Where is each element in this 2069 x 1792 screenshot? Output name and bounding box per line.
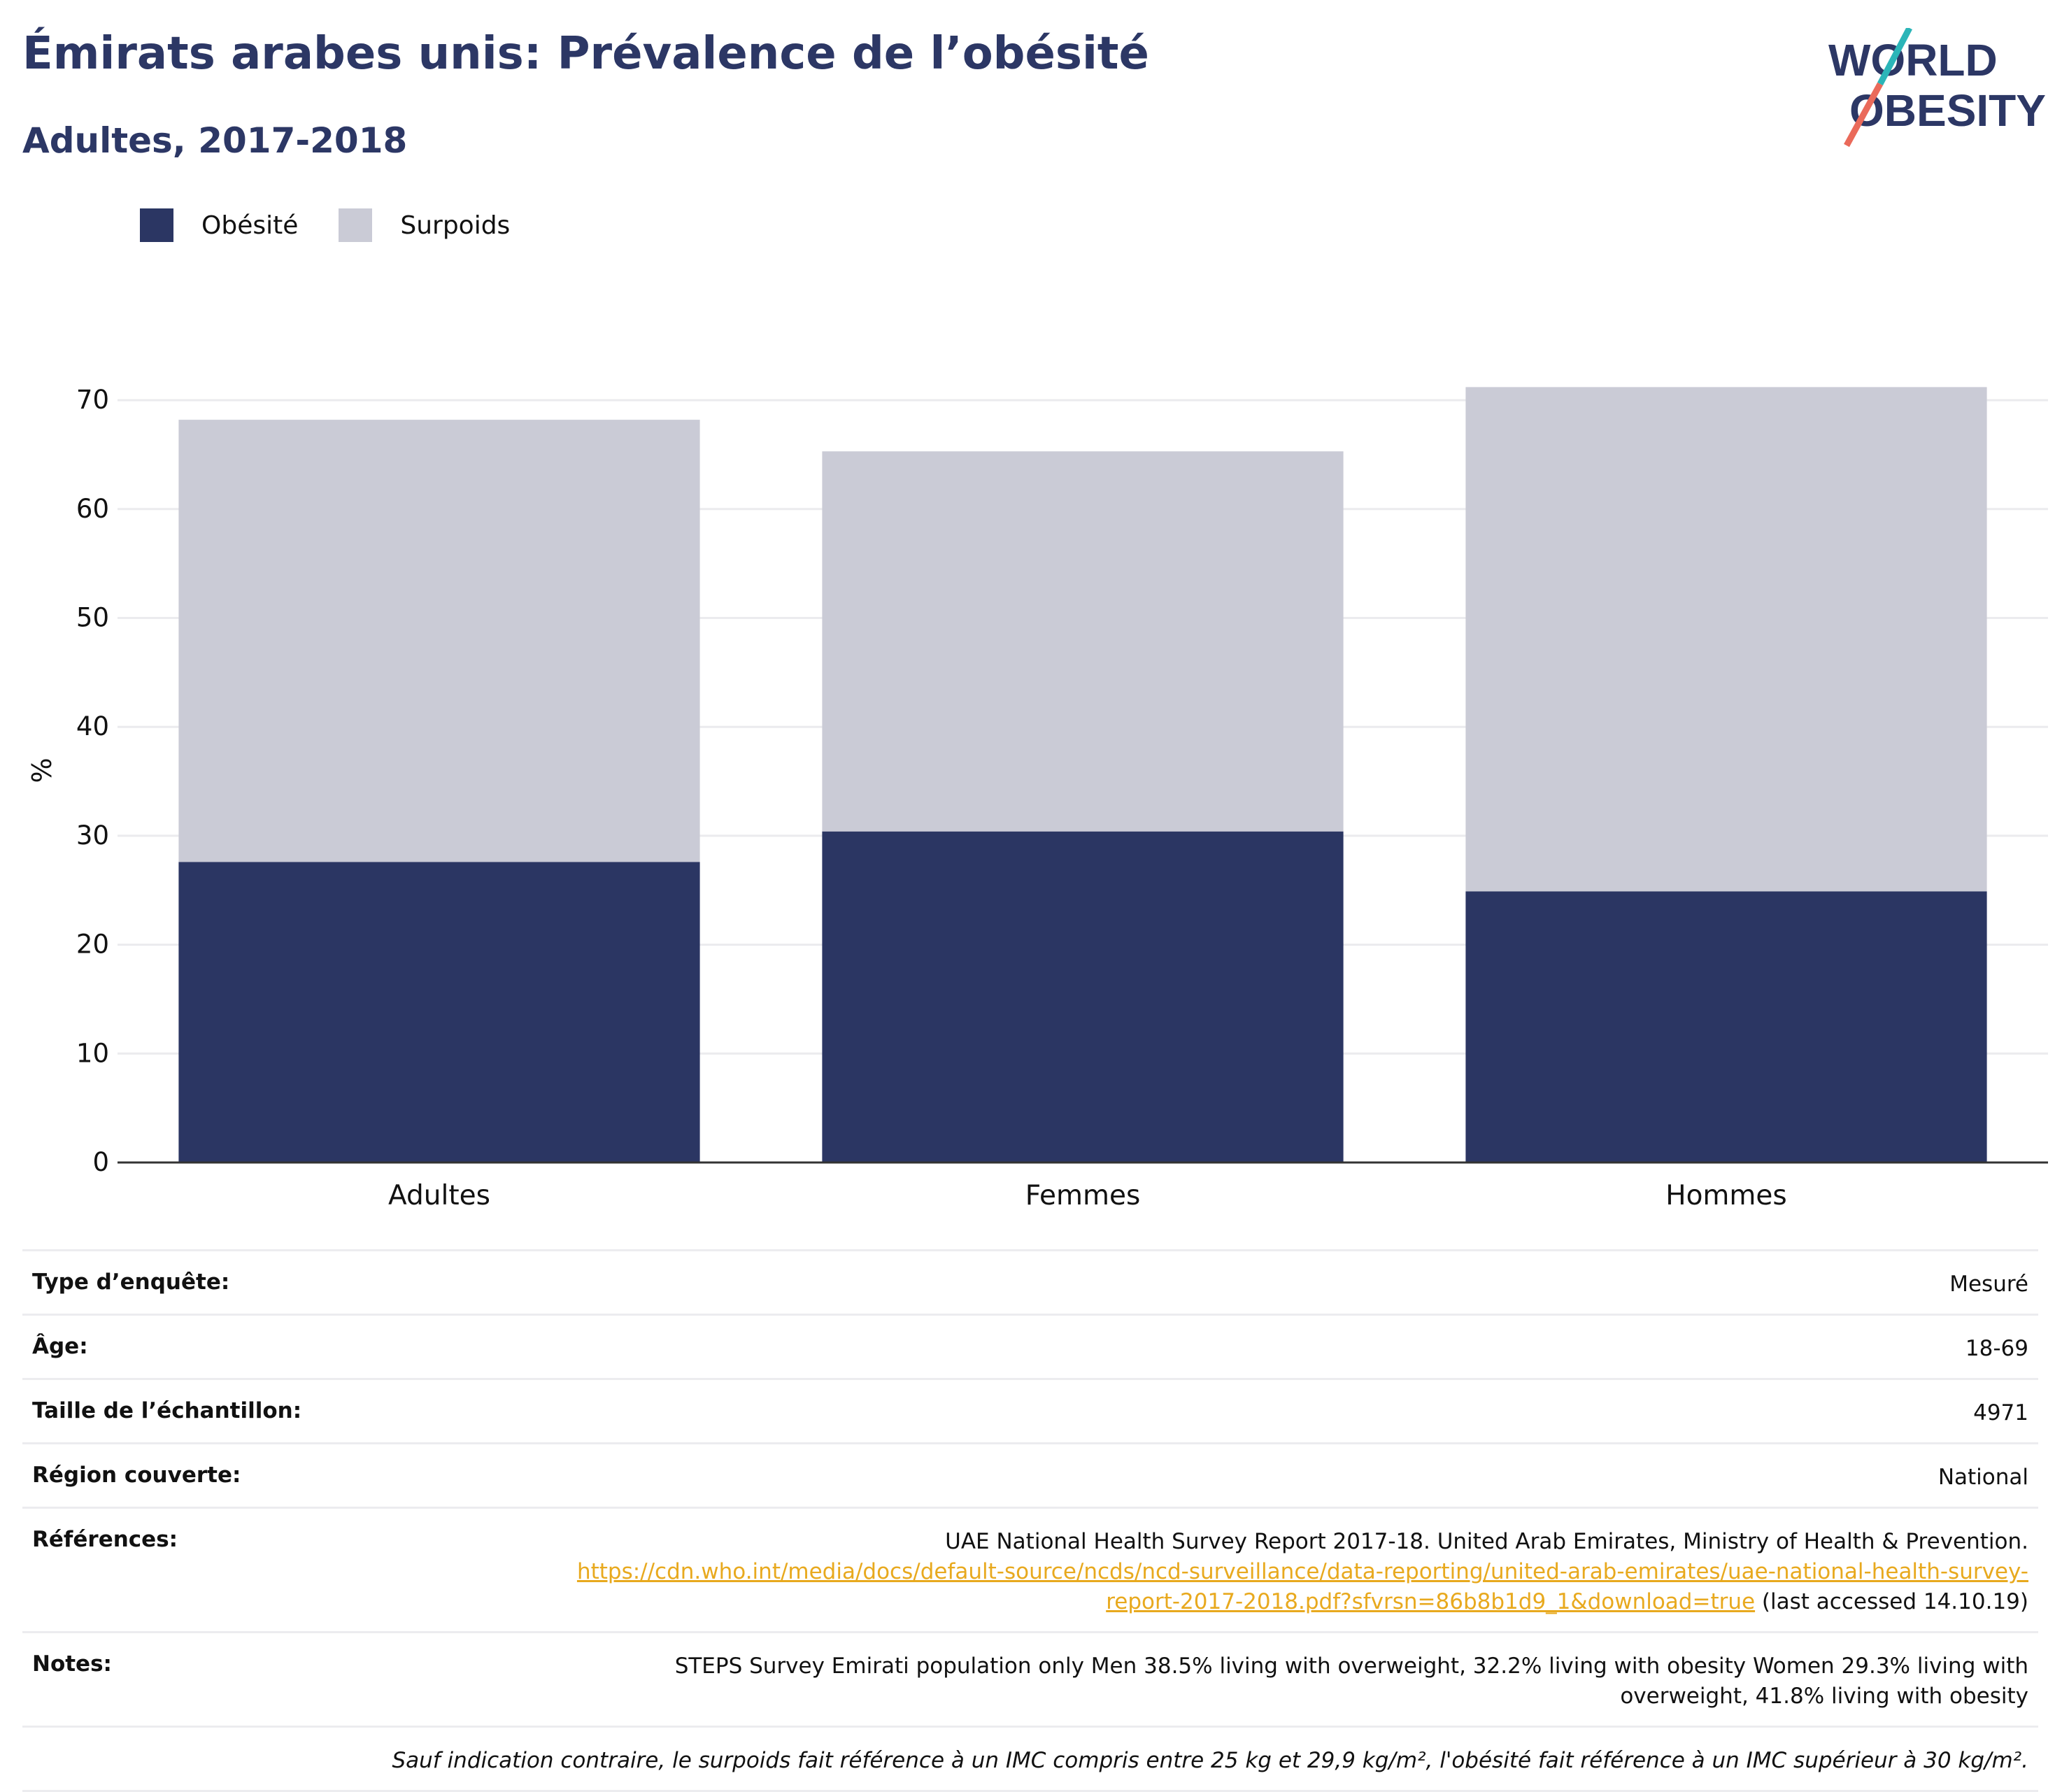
references-label: Références: [32, 1527, 178, 1552]
legend-item-obesite: Obésité [140, 208, 298, 242]
y-tick-label-30: 30 [76, 820, 109, 851]
references-accessed: (last accessed 14.10.19) [1755, 1589, 2028, 1614]
legend-label-obesite: Obésité [201, 211, 299, 240]
bar-hommes-obesite [1465, 891, 1987, 1162]
y-tick-label-10: 10 [76, 1038, 109, 1068]
y-tick-label-0: 0 [92, 1147, 109, 1177]
survey-info-table: Type d’enquête: Mesuré Âge: 18-69 Taille… [22, 1249, 2038, 1792]
survey-type-label: Type d’enquête: [32, 1270, 230, 1295]
notes-label: Notes: [32, 1651, 112, 1677]
info-row-survey-type: Type d’enquête: Mesuré [22, 1249, 2038, 1314]
survey-type-value: Mesuré [1949, 1272, 2028, 1297]
legend-label-surpoids: Surpoids [400, 211, 511, 240]
world-obesity-logo: WORLD OBESITY [1828, 28, 2046, 147]
info-row-footnote: Sauf indication contraire, le surpoids f… [22, 1726, 2038, 1792]
region-value: National [1938, 1465, 2028, 1490]
references-link[interactable]: https://cdn.who.int/media/docs/default-s… [577, 1559, 2028, 1614]
x-tick-label-femmes: Femmes [1025, 1180, 1141, 1211]
y-tick-label-20: 20 [76, 930, 109, 960]
y-tick-label-60: 60 [76, 494, 109, 524]
legend-swatch-surpoids [339, 208, 373, 242]
x-tick-label-hommes: Hommes [1665, 1180, 1786, 1211]
info-row-references: Références: UAE National Health Survey R… [22, 1507, 2038, 1631]
references-link-part-1: https://cdn.who.int/media/docs/default-s… [576, 1559, 2028, 1584]
logo-line-2: OBESITY [1849, 85, 2046, 136]
info-row-age: Âge: 18-69 [22, 1314, 2038, 1378]
info-row-notes: Notes: STEPS Survey Emirati population o… [22, 1631, 2038, 1726]
y-axis-title: % [27, 758, 57, 783]
notes-value: STEPS Survey Emirati population only Men… [675, 1651, 2028, 1712]
page-subtitle: Adultes, 2017-2018 [22, 120, 408, 161]
age-value: 18-69 [1965, 1336, 2028, 1361]
bar-femmes-obesite [822, 831, 1344, 1162]
logo-teal-slash [1877, 28, 1912, 86]
info-row-region: Région couverte: National [22, 1442, 2038, 1507]
notes-line-1: STEPS Survey Emirati population only Men… [674, 1654, 2028, 1679]
chart-legend: Obésité Surpoids [140, 207, 550, 243]
bar-hommes-surpoids [1465, 387, 1987, 892]
notes-line-2: overweight, 41.8% living with obesity [1620, 1684, 2028, 1709]
age-label: Âge: [32, 1334, 88, 1359]
sample-size-label: Taille de l’échantillon: [32, 1398, 302, 1423]
y-tick-label-40: 40 [76, 711, 109, 741]
stacked-bar-chart: 0 10 20 30 40 50 60 70% Adultes Femmes Hommes [27, 385, 2048, 1211]
x-tick-label-adultes: Adultes [388, 1180, 490, 1211]
bmi-footnote: Sauf indication contraire, le surpoids f… [392, 1748, 2028, 1773]
region-label: Région couverte: [32, 1463, 241, 1488]
bar-adultes-surpoids [178, 420, 700, 862]
legend-swatch-obesite [140, 208, 173, 242]
bar-adultes-obesite [178, 862, 700, 1162]
references-link-part-2: report-2017-2018.pdf?sfvrsn=86b8b1d9_1&d… [1106, 1589, 1756, 1614]
legend-item-surpoids: Surpoids [339, 208, 510, 242]
logo-line-1: WORLD [1828, 35, 1998, 85]
references-text: UAE National Health Survey Report 2017-1… [945, 1529, 2028, 1554]
bar-femmes-surpoids [822, 451, 1344, 832]
references-value: UAE National Health Survey Report 2017-1… [577, 1527, 2028, 1617]
logo-coral-slash [1844, 82, 1883, 147]
page-title: Émirats arabes unis: Prévalence de l’obé… [22, 28, 1149, 80]
y-tick-label-70: 70 [76, 385, 109, 415]
y-tick-label-50: 50 [76, 603, 109, 633]
sample-size-value: 4971 [1973, 1400, 2028, 1425]
info-row-sample-size: Taille de l’échantillon: 4971 [22, 1378, 2038, 1442]
